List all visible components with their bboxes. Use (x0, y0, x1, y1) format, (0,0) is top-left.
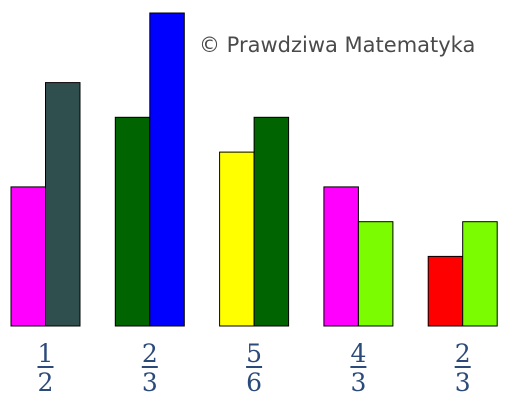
x-tick-label-5: 23 (454, 339, 471, 397)
bar-group-5-bar-2 (462, 221, 498, 327)
watermark-text: © Prawdziwa Matematyka (199, 33, 475, 57)
bar-group-2-bar-1 (114, 116, 151, 327)
fraction-numerator: 1 (38, 339, 54, 368)
bar-group-2-bar-2 (149, 12, 185, 327)
fraction-numerator: 4 (350, 339, 366, 368)
fraction-numerator: 2 (455, 339, 471, 368)
bar-group-4-bar-1 (323, 186, 359, 327)
bar-group-3-bar-2 (253, 116, 290, 327)
x-tick-label-3: 56 (246, 339, 263, 397)
bar-group-1-bar-2 (45, 82, 81, 327)
bar-group-3-bar-1 (219, 151, 255, 327)
x-tick-label-1: 12 (37, 339, 54, 397)
bar-group-4-bar-2 (357, 221, 394, 327)
x-tick-label-4: 43 (350, 339, 367, 397)
fraction-denominator: 2 (38, 368, 54, 397)
fraction-numerator: 5 (246, 339, 262, 368)
fraction-denominator: 6 (246, 368, 262, 397)
fraction-denominator: 3 (455, 368, 471, 397)
bar-group-1-bar-1 (10, 186, 46, 327)
bars-layer (10, 12, 498, 327)
x-tick-label-2: 23 (141, 339, 158, 397)
fraction-denominator: 3 (350, 368, 366, 397)
fraction-numerator: 2 (142, 339, 158, 368)
fraction-denominator: 3 (142, 368, 158, 397)
bar-group-5-bar-1 (427, 255, 464, 327)
